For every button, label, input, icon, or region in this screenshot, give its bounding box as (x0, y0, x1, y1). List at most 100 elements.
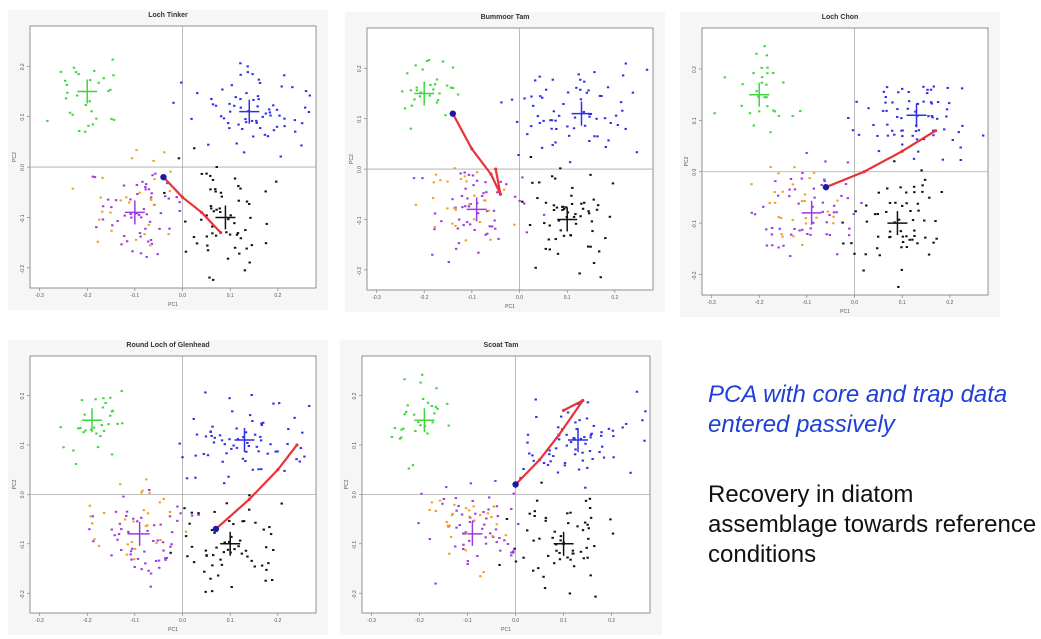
point-black (238, 539, 242, 542)
point-black (244, 229, 247, 232)
point-black (211, 232, 214, 235)
point-orange (140, 491, 143, 494)
point-purple (852, 213, 856, 216)
point-black (186, 555, 189, 558)
point-black (228, 233, 232, 236)
point-purple (137, 213, 141, 216)
point-black (927, 253, 931, 256)
point-blue (234, 96, 237, 99)
point-green (752, 124, 756, 127)
point-green (110, 410, 114, 413)
point-blue (542, 462, 546, 465)
point-purple (778, 227, 781, 230)
point-black (566, 512, 569, 515)
point-purple (513, 195, 517, 198)
point-purple (542, 213, 546, 216)
point-blue (242, 436, 245, 439)
point-blue (275, 108, 279, 111)
point-green (88, 79, 92, 82)
point-purple (482, 510, 485, 513)
point-blue (881, 109, 885, 112)
point-blue (206, 454, 210, 457)
point-green (441, 60, 445, 63)
point-black (592, 198, 595, 201)
point-black (230, 586, 233, 589)
x-tick-label: -0.3 (35, 618, 44, 624)
y-tick-label: 0.1 (357, 115, 363, 122)
point-purple (91, 515, 94, 518)
point-green (438, 92, 441, 95)
point-black (552, 204, 556, 207)
point-orange (159, 538, 162, 541)
point-purple (469, 202, 472, 205)
point-black (559, 167, 562, 170)
point-black (209, 577, 212, 580)
point-blue (214, 104, 218, 107)
point-purple (495, 505, 499, 508)
point-blue (190, 117, 193, 120)
point-green (429, 83, 432, 86)
point-black (587, 537, 590, 540)
point-blue (565, 433, 568, 436)
point-green (456, 93, 460, 96)
point-blue (635, 151, 639, 154)
x-tick-label: 0.2 (608, 618, 615, 624)
point-green (109, 396, 112, 399)
point-blue (603, 117, 607, 120)
point-green (99, 435, 102, 438)
point-purple (820, 184, 823, 187)
point-black (900, 268, 904, 271)
point-black (550, 175, 554, 178)
point-blue (239, 106, 243, 109)
point-green (111, 58, 114, 61)
point-green (419, 91, 423, 94)
point-black (260, 564, 264, 567)
point-purple (464, 205, 467, 208)
point-black (233, 548, 236, 551)
point-orange (98, 218, 101, 221)
point-purple (158, 566, 161, 569)
trajectory-point (295, 443, 299, 447)
point-black (583, 201, 586, 204)
point-black (514, 560, 518, 563)
point-black (250, 244, 254, 247)
point-purple (516, 523, 520, 526)
point-purple (161, 541, 165, 544)
point-blue (598, 450, 601, 453)
point-blue (269, 114, 272, 117)
point-blue (936, 101, 940, 104)
point-blue (535, 415, 538, 418)
point-orange (134, 238, 138, 241)
point-purple (782, 244, 785, 247)
point-purple (454, 247, 458, 250)
point-purple (860, 201, 863, 204)
point-purple (178, 201, 181, 204)
point-orange (143, 233, 146, 236)
point-blue (295, 458, 298, 461)
point-green (83, 413, 86, 416)
point-green (436, 407, 439, 410)
point-purple (131, 250, 134, 253)
trajectory-start-point (449, 110, 456, 117)
point-blue (262, 421, 265, 424)
point-blue (255, 119, 258, 122)
point-blue (286, 443, 289, 446)
point-purple (461, 206, 464, 209)
point-blue (257, 468, 260, 471)
point-blue (585, 417, 589, 420)
point-blue (510, 98, 514, 101)
point-black (264, 546, 268, 549)
point-black (591, 230, 594, 233)
point-blue (886, 134, 890, 137)
point-purple (484, 542, 488, 545)
point-purple (147, 569, 150, 572)
point-orange (158, 501, 161, 504)
point-blue (246, 71, 250, 74)
point-green (112, 118, 116, 121)
point-purple (136, 557, 140, 560)
point-purple (765, 244, 769, 247)
point-green (104, 402, 107, 405)
point-blue (244, 118, 247, 121)
point-black (264, 579, 267, 582)
point-orange (454, 224, 457, 227)
